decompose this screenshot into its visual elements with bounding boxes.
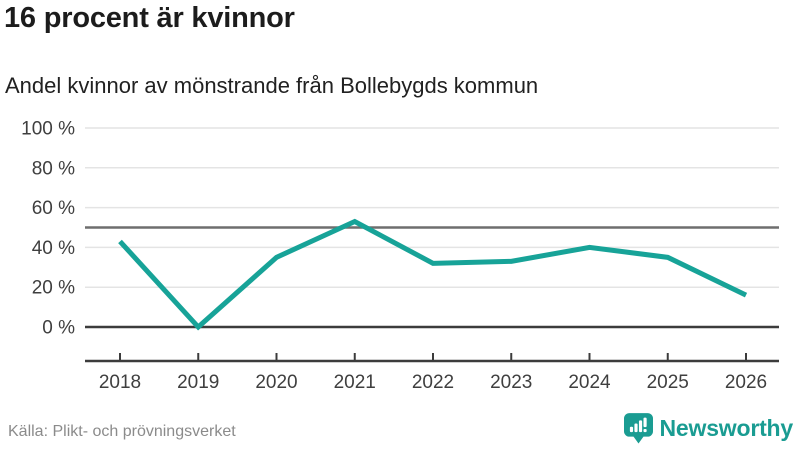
x-tick-label: 2018 bbox=[99, 372, 141, 393]
x-tick-label: 2021 bbox=[334, 372, 376, 393]
x-tick-label: 2022 bbox=[412, 372, 454, 393]
line-chart: 0 % 20 % 40 % 60 % 80 % 100 % 2018 2019 2020 2021… bbox=[21, 119, 779, 393]
y-tick-label: 60 % bbox=[32, 198, 75, 219]
speech-bubble-shape bbox=[623, 413, 653, 444]
y-tick-label: 40 % bbox=[32, 238, 75, 259]
y-tick-label: 0 % bbox=[42, 318, 75, 339]
x-tick-label: 2019 bbox=[177, 372, 219, 393]
x-tick-label: 2023 bbox=[490, 372, 532, 393]
newsworthy-logo: Newsworthy bbox=[623, 413, 794, 444]
logo-bars bbox=[629, 417, 647, 433]
y-tick-label: 20 % bbox=[32, 278, 75, 299]
y-tick-label: 80 % bbox=[32, 158, 75, 179]
newsworthy-bar-chart-icon bbox=[623, 413, 653, 444]
chart-title: 16 procent är kvinnor bbox=[4, 2, 295, 34]
x-tick-label: 2024 bbox=[568, 372, 611, 393]
chart-subtitle: Andel kvinnor av mönstrande från Bolleby… bbox=[5, 73, 539, 98]
source-attribution: Källa: Plikt- och prövningsverket bbox=[8, 423, 236, 440]
x-tick-label: 2025 bbox=[647, 372, 689, 393]
y-tick-label: 100 % bbox=[21, 119, 75, 140]
x-tick-label: 2026 bbox=[725, 372, 767, 393]
newsworthy-logo-text: Newsworthy bbox=[659, 415, 794, 441]
x-tick-label: 2020 bbox=[255, 372, 297, 393]
data-line bbox=[118, 218, 748, 331]
